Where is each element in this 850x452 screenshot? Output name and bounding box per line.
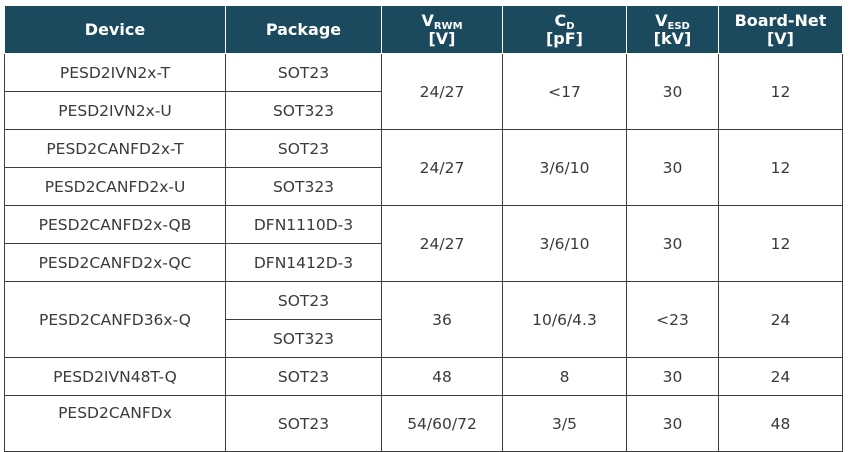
package-cell: DFN1110D-3 <box>225 205 382 244</box>
header-device: Device <box>4 5 226 54</box>
cd-cell: 3/6/10 <box>502 205 627 282</box>
boardnet-cell: 12 <box>718 129 843 206</box>
header-boardnet: Board-Net [V] <box>718 5 843 54</box>
boardnet-cell: 48 <box>718 395 843 452</box>
package-cell: SOT323 <box>225 91 382 130</box>
vesd-cell: 30 <box>626 357 719 396</box>
boardnet-cell: 12 <box>718 53 843 130</box>
cd-cell: 8 <box>502 357 627 396</box>
table-row: PESD2CANFD2x-U SOT323 <box>4 167 843 206</box>
table-row: PESD2CANFDx SOT23 54/60/72 3/5 30 48 <box>4 395 843 452</box>
device-cell: PESD2IVN2x-U <box>4 91 226 130</box>
vrwm-cell: 24/27 <box>381 205 503 282</box>
header-row: Device Package VRWM [V] CD [pF] VESD [kV] B… <box>4 5 843 54</box>
package-cell: SOT323 <box>225 319 382 358</box>
table-row: PESD2IVN48T-Q SOT23 48 8 30 24 <box>4 357 843 396</box>
table-row: PESD2IVN2x-U SOT323 <box>4 91 843 130</box>
package-cell: DFN1412D-3 <box>225 243 382 282</box>
package-cell: SOT23 <box>225 53 382 92</box>
header-cd: CD [pF] <box>502 5 627 54</box>
package-cell: SOT23 <box>225 357 382 396</box>
boardnet-cell: 24 <box>718 357 843 396</box>
table-row: PESD2CANFD2x-T SOT23 24/27 3/6/10 30 12 <box>4 129 843 206</box>
cd-cell: 10/6/4.3 <box>502 281 627 358</box>
package-cell: SOT323 <box>225 167 382 206</box>
package-cell: SOT23 <box>225 129 382 168</box>
vrwm-cell: 24/27 <box>381 53 503 130</box>
header-vesd: VESD [kV] <box>626 5 719 54</box>
vrwm-cell: 24/27 <box>381 129 503 206</box>
vrwm-cell: 48 <box>381 357 503 396</box>
vrwm-cell: 36 <box>381 281 503 358</box>
device-cell: PESD2CANFD36x-Q <box>4 281 226 358</box>
device-cell: PESD2CANFDx <box>4 395 226 452</box>
device-cell: PESD2CANFD2x-QB <box>4 205 226 244</box>
boardnet-cell: 24 <box>718 281 843 358</box>
vesd-cell: 30 <box>626 129 719 206</box>
cd-cell: 3/6/10 <box>502 129 627 206</box>
vesd-cell: 30 <box>626 53 719 130</box>
package-cell: SOT23 <box>225 395 382 452</box>
table-row: PESD2CANFD2x-QC DFN1412D-3 <box>4 243 843 282</box>
vesd-cell: <23 <box>626 281 719 358</box>
device-cell: PESD2CANFD2x-U <box>4 167 226 206</box>
table-row: PESD2IVN2x-T SOT23 24/27 <17 30 12 <box>4 53 843 130</box>
cd-cell: <17 <box>502 53 627 130</box>
cd-cell: 3/5 <box>502 395 627 452</box>
package-cell: SOT23 <box>225 281 382 320</box>
device-cell: PESD2IVN2x-T <box>4 53 226 92</box>
vesd-cell: 30 <box>626 395 719 452</box>
vrwm-cell: 54/60/72 <box>381 395 503 452</box>
table-row: PESD2CANFD2x-QB DFN1110D-3 24/27 3/6/10 … <box>4 205 843 282</box>
device-cell: PESD2CANFD2x-QC <box>4 243 226 282</box>
table-row: PESD2CANFD36x-Q SOT23 36 10/6/4.3 <23 24 <box>4 281 843 358</box>
header-vrwm: VRWM [V] <box>381 5 503 54</box>
header-package: Package <box>225 5 382 54</box>
device-cell: PESD2CANFD2x-T <box>4 129 226 168</box>
device-spec-table: Device Package VRWM [V] CD [pF] VESD [kV] B… <box>4 5 843 452</box>
table-row: SOT323 <box>5 319 843 358</box>
device-cell: PESD2IVN48T-Q <box>4 357 226 396</box>
vesd-cell: 30 <box>626 205 719 282</box>
boardnet-cell: 12 <box>718 205 843 282</box>
